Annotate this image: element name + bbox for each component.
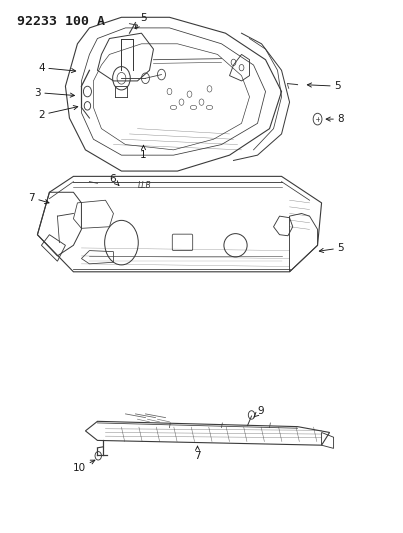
- Text: 7: 7: [194, 446, 201, 462]
- Text: 4: 4: [38, 63, 76, 72]
- Text: 10: 10: [73, 460, 95, 473]
- Text: LLB: LLB: [137, 181, 151, 190]
- Text: 2: 2: [38, 106, 78, 120]
- Text: 3: 3: [34, 87, 75, 98]
- Text: 1: 1: [140, 146, 147, 160]
- Text: 8: 8: [326, 114, 344, 124]
- Text: 5: 5: [135, 13, 147, 29]
- Text: 9: 9: [253, 406, 264, 417]
- Text: 7: 7: [28, 192, 49, 204]
- Text: 6: 6: [109, 174, 119, 185]
- Text: 5: 5: [307, 81, 341, 91]
- Text: 92233 100 A: 92233 100 A: [17, 14, 106, 28]
- Text: 5: 5: [319, 243, 344, 253]
